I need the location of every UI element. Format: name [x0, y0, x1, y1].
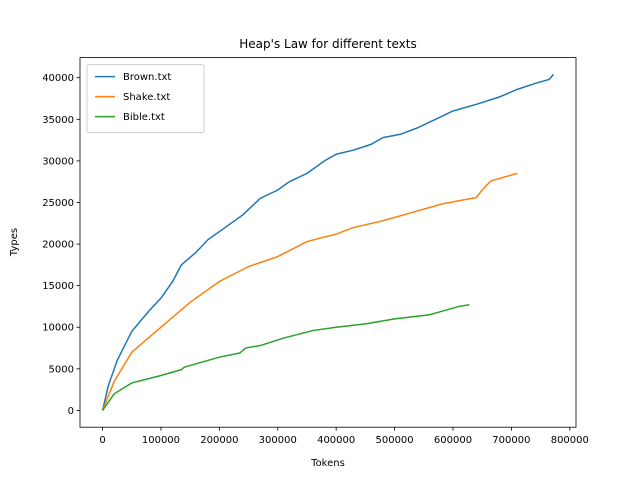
y-tick-label: 40000: [42, 73, 74, 84]
x-tick-label: 200000: [200, 435, 238, 446]
chart-title: Heap's Law for different texts: [239, 37, 416, 51]
series-line: [101, 73, 555, 411]
y-tick-label: 30000: [42, 156, 74, 167]
x-tick-label: 0: [99, 435, 105, 446]
legend-box: [86, 64, 205, 134]
legend-label: Shake.txt: [123, 92, 170, 103]
x-tick-label: 100000: [142, 435, 180, 446]
x-tick-label: 800000: [551, 435, 589, 446]
x-tick-label: 700000: [492, 435, 530, 446]
x-axis-label: Tokens: [310, 458, 345, 469]
series-line: [101, 172, 518, 411]
y-tick-label: 0: [68, 406, 74, 417]
y-tick-label: 25000: [42, 198, 74, 209]
x-tick-label: 600000: [434, 435, 472, 446]
x-tick-label: 500000: [375, 435, 413, 446]
series-line: [101, 304, 470, 411]
x-tick-label: 300000: [259, 435, 297, 446]
x-tick-label: 400000: [317, 435, 355, 446]
y-tick-label: 15000: [42, 281, 74, 292]
plot-frame: [79, 57, 577, 428]
y-tick-label: 5000: [49, 364, 74, 375]
y-tick-label: 10000: [42, 323, 74, 334]
y-axis-label: Types: [9, 228, 20, 257]
y-tick-label: 20000: [42, 240, 74, 251]
legend-label: Brown.txt: [123, 72, 171, 83]
legend-label: Bible.txt: [123, 112, 165, 123]
y-tick-label: 35000: [42, 115, 74, 126]
